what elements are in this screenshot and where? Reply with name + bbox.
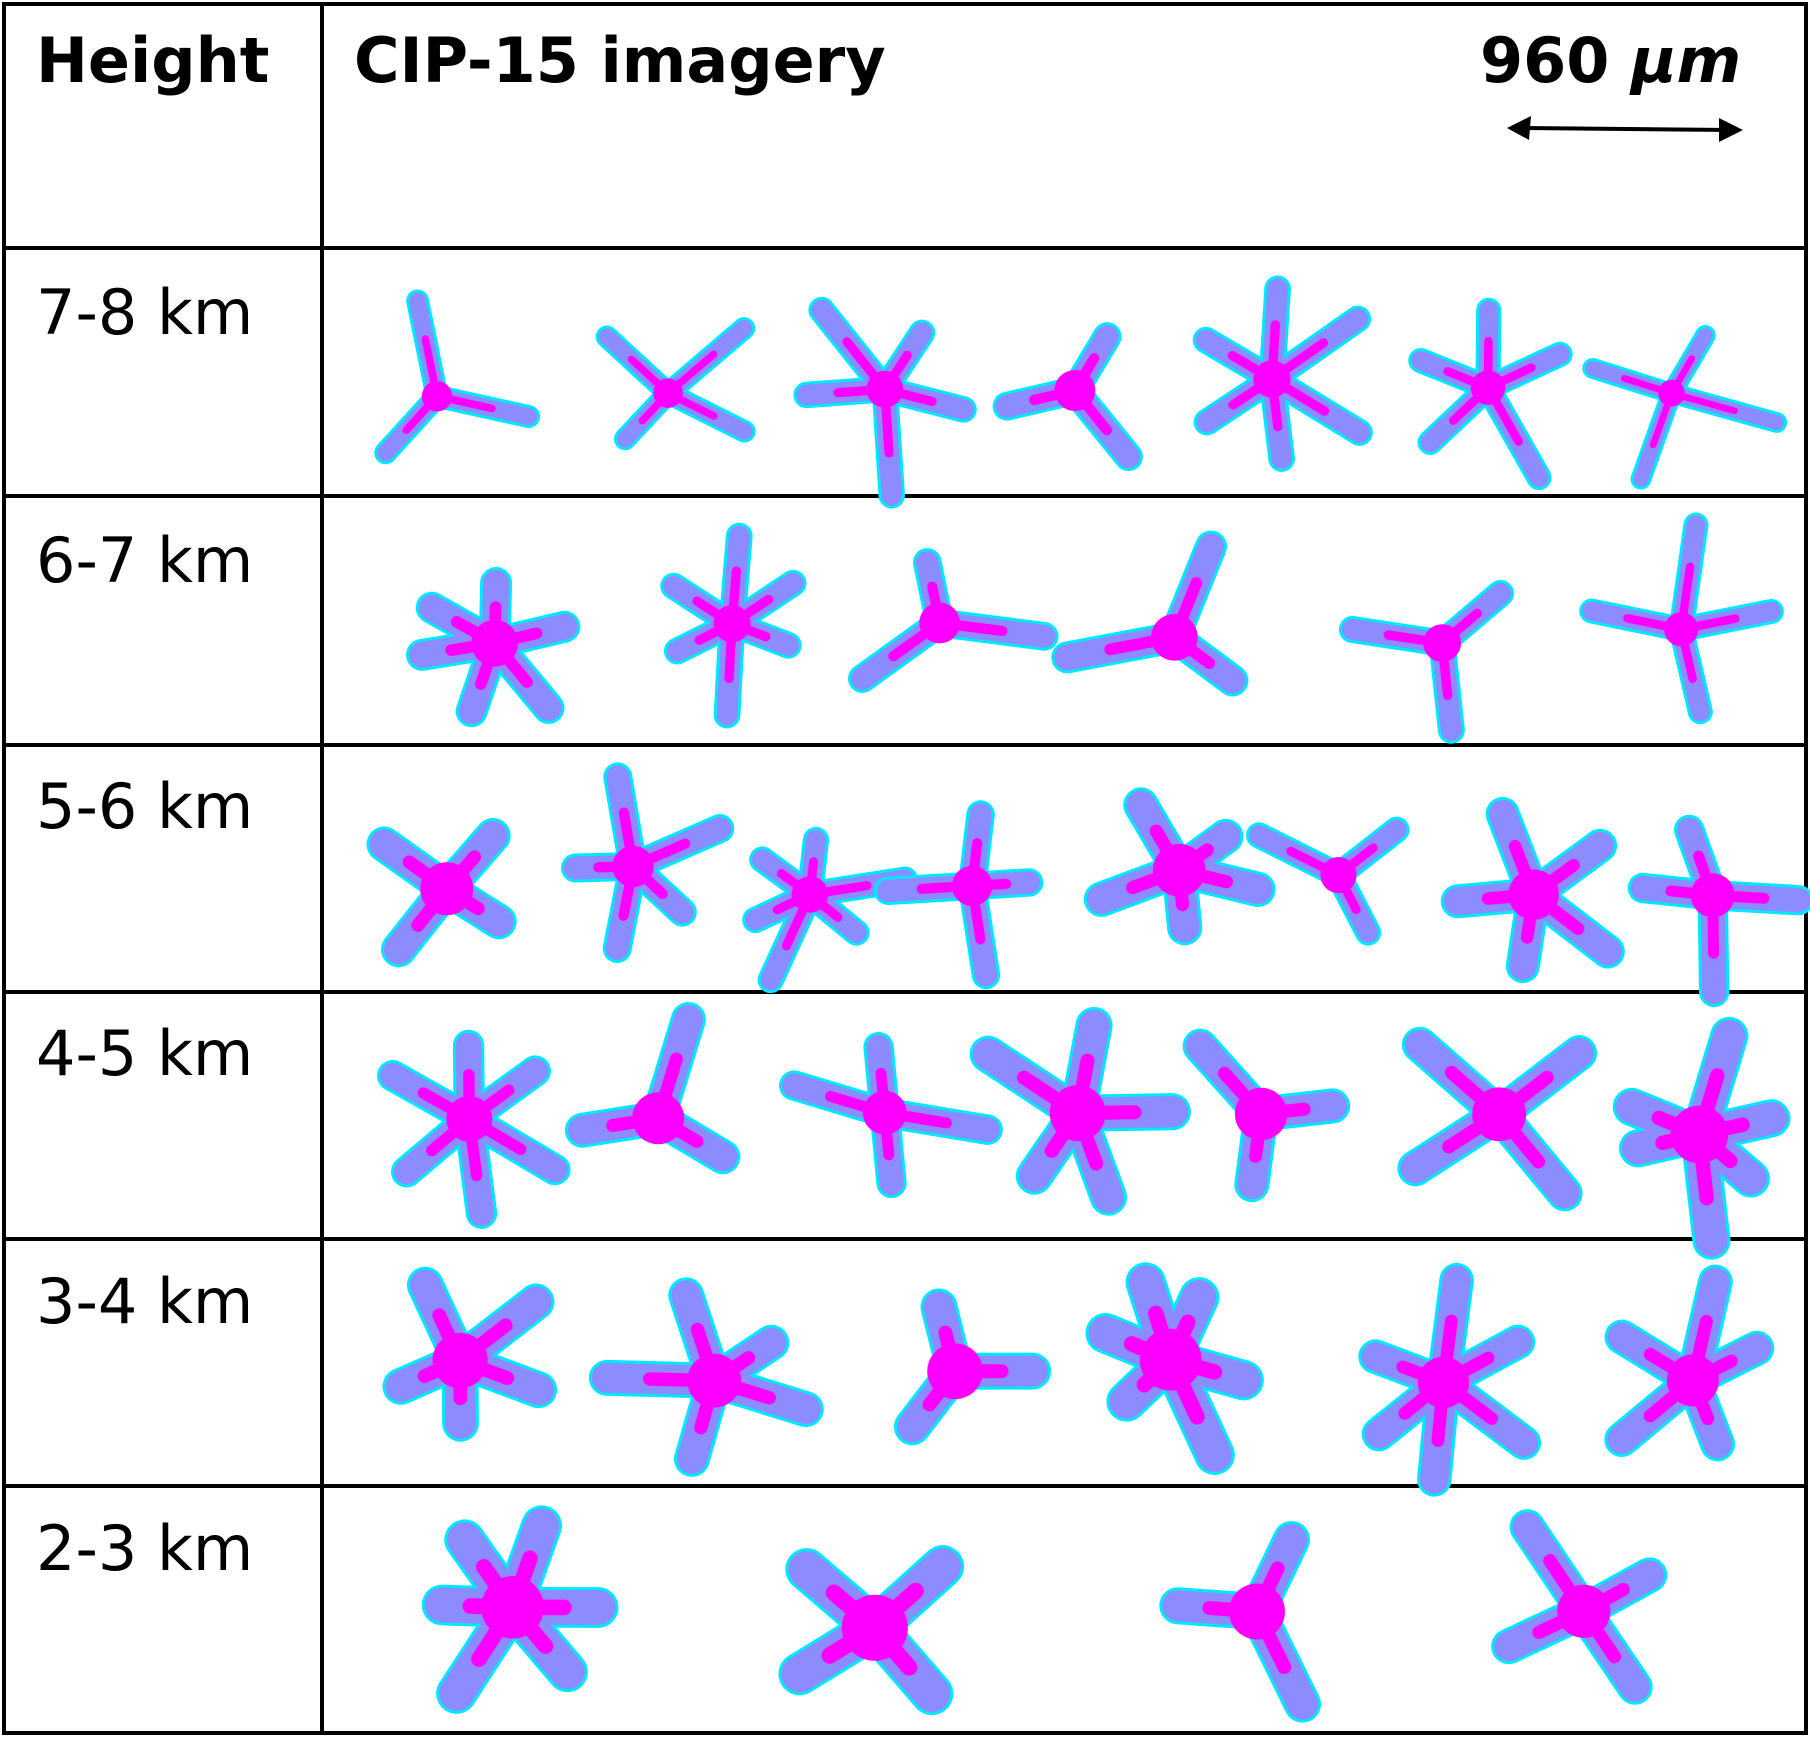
ice-crystal-image [969, 1006, 1191, 1216]
ice-crystal-image [1582, 325, 1788, 490]
ice-crystal-image [1159, 1521, 1321, 1723]
imagery-column-header: CIP-15 imagery [354, 24, 886, 97]
row-height-label: 6-7 km [36, 524, 254, 597]
ice-crystal-image [1083, 787, 1276, 946]
row-height-label: 2-3 km [36, 1512, 254, 1585]
ice-crystal-image [1397, 1026, 1598, 1212]
ice-crystal-image [1612, 1016, 1791, 1260]
ice-crystal-image [1627, 814, 1810, 1008]
ice-crystal-image [1579, 512, 1784, 725]
ice-crystal-image [1338, 579, 1514, 744]
ice-crystal-image [1604, 1264, 1775, 1462]
ice-crystal-image [779, 1031, 1003, 1199]
ice-crystal-image [1440, 796, 1625, 984]
row-divider [2, 246, 1808, 250]
ice-crystal-image [893, 1288, 1052, 1446]
table-border-left [2, 2, 6, 1735]
ice-crystal-image [778, 1545, 965, 1716]
ice-crystal-image [992, 322, 1143, 472]
table-border-right [1804, 2, 1808, 1735]
ice-crystal-image [1192, 275, 1373, 472]
ice-crystal-image [1246, 816, 1410, 946]
ice-crystal-image [595, 317, 756, 451]
scale-bar-value: 960 [1480, 24, 1610, 97]
scale-bar-label: 960 μm [1480, 24, 1741, 97]
ice-crystal-image [1358, 1262, 1542, 1497]
ice-crystal-image [366, 818, 517, 968]
ice-crystal-image [1408, 297, 1573, 491]
row-height-label: 3-4 km [36, 1265, 254, 1338]
table-border-bottom [2, 1731, 1808, 1735]
ice-crystal-image [873, 800, 1044, 990]
ice-crystal-image [406, 567, 581, 728]
ice-crystal-image [848, 548, 1059, 693]
row-divider [2, 990, 1808, 994]
row-divider [2, 743, 1808, 747]
ice-crystal-image [1085, 1262, 1264, 1476]
ice-crystal-image [377, 1029, 571, 1229]
ice-crystal-image [564, 1002, 741, 1175]
ice-crystal-image [1182, 1028, 1351, 1203]
height-column-header: Height [36, 24, 270, 97]
scale-bar-unit: μm [1631, 24, 1742, 97]
row-height-label: 7-8 km [36, 276, 254, 349]
column-divider [320, 2, 324, 1735]
row-divider [2, 494, 1808, 498]
ice-crystal-image [382, 1266, 558, 1442]
ice-crystal-image [421, 1505, 619, 1714]
ice-crystal-image [374, 289, 541, 465]
ice-crystal-image [660, 522, 807, 729]
ice-crystal-image [742, 826, 919, 994]
ice-crystal-image [1051, 530, 1249, 697]
table-border-top [2, 2, 1808, 6]
ice-crystal-image [793, 296, 977, 509]
row-height-label: 5-6 km [36, 770, 254, 843]
ice-crystal-image [560, 762, 735, 963]
ice-crystal-image [1491, 1509, 1668, 1705]
row-divider [2, 1237, 1808, 1241]
row-height-label: 4-5 km [36, 1017, 254, 1090]
ice-crystal-image [588, 1277, 824, 1477]
scale-bar-arrow-icon [1507, 116, 1743, 142]
row-divider [2, 1484, 1808, 1488]
